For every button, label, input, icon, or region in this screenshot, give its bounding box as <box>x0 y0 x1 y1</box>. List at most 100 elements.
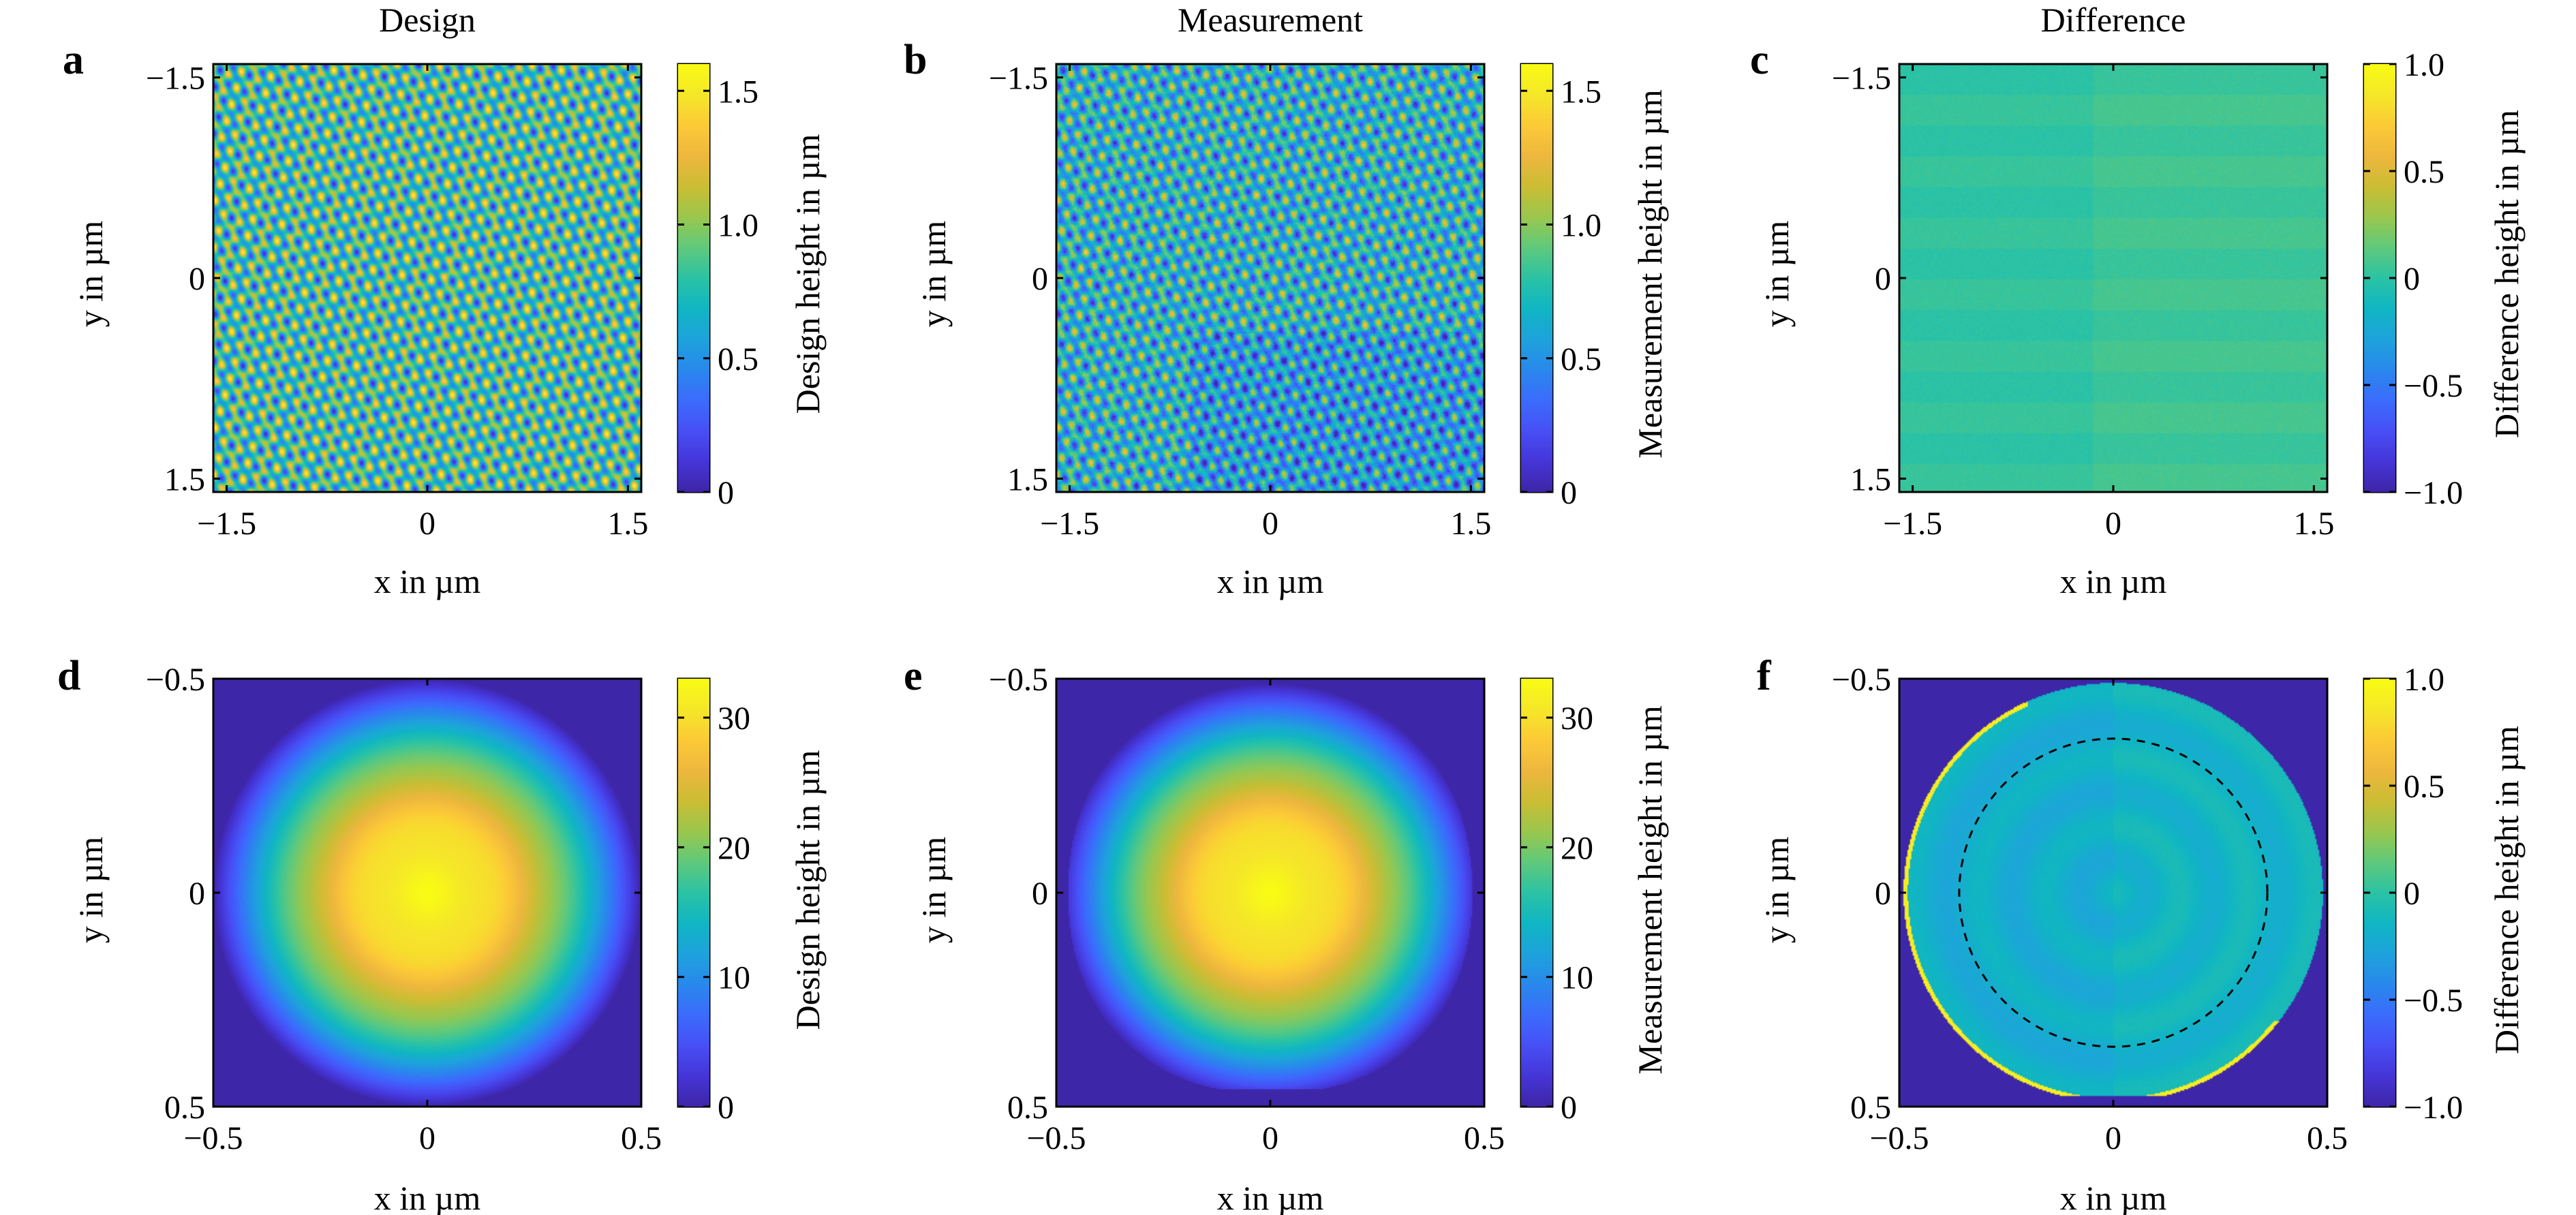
panel-a-xtick-label: 1.5 <box>607 506 648 542</box>
panel-e-xtick-label: 0 <box>1262 1120 1278 1156</box>
panel-f-heatmap <box>1899 679 2327 1107</box>
panel-d-ytick-label: 0 <box>189 876 205 912</box>
panel-c-xlabel: x in µm <box>2060 562 2167 600</box>
panel-b-heatmap <box>1056 64 1484 492</box>
panel-a-image <box>213 64 641 492</box>
panel-b-ylabel: y in µm <box>915 221 953 328</box>
panel-e-xtick-label: 0.5 <box>1464 1120 1505 1156</box>
panel-c-ctick-label: 0 <box>2404 261 2420 297</box>
panel-d-colorbar-label: Design height in µm <box>788 750 827 1030</box>
panel-a-colorbar-label: Design height in µm <box>788 134 827 414</box>
panel-e: e x in µm y in µm Measurement height in … <box>904 653 1669 1215</box>
panel-e-xlabel: x in µm <box>1217 1179 1324 1215</box>
panel-d-ytick-label: 0.5 <box>164 1090 205 1126</box>
panel-b: Measurement b x in µm y in µm Measuremen… <box>904 1 1669 600</box>
panel-c-heatmap <box>1899 64 2327 492</box>
panel-d-ctick-label: 30 <box>718 701 750 737</box>
panel-b-xtick-label: −1.5 <box>1040 506 1099 542</box>
panel-f-ytick-label: 0.5 <box>1850 1090 1891 1126</box>
panel-a-xtick-label: 0 <box>419 506 435 542</box>
panel-d-ctick-label: 10 <box>718 960 750 996</box>
panel-c-ytick-label: −1.5 <box>1832 61 1891 97</box>
panel-d-ytick-label: −0.5 <box>146 662 205 698</box>
panel-e-ctick-label: 10 <box>1561 960 1593 996</box>
panel-f-ylabel: y in µm <box>1758 837 1796 944</box>
panel-e-colorbar <box>1521 679 1552 1107</box>
panel-b-xtick-label: 0 <box>1262 506 1278 542</box>
panel-a-xlabel: x in µm <box>374 562 481 600</box>
panel-e-ctick-label: 30 <box>1561 701 1593 737</box>
panel-a-ytick-label: −1.5 <box>146 61 205 97</box>
panel-c-xtick-label: −1.5 <box>1883 506 1942 542</box>
panel-c-ctick-label: 0.5 <box>2404 154 2444 190</box>
panel-a-colorbar <box>678 64 709 492</box>
panel-b-ctick-label: 1.5 <box>1561 74 1601 110</box>
panel-d-ctick-label: 0 <box>718 1090 734 1126</box>
panel-b-xtick-label: 1.5 <box>1450 506 1491 542</box>
panel-c-ctick-label: −0.5 <box>2404 368 2463 404</box>
panel-c-xtick-label: 1.5 <box>2293 506 2334 542</box>
panel-f-ctick-label: −1.0 <box>2404 1090 2463 1126</box>
panel-d: d x in µm y in µm Design height in µm −0… <box>57 653 827 1215</box>
panel-f-xtick-label: 0.5 <box>2307 1120 2348 1156</box>
panel-f-ytick-label: −0.5 <box>1832 662 1891 698</box>
panel-e-ytick-label: 0 <box>1032 876 1048 912</box>
panel-b-ctick-label: 0.5 <box>1561 341 1601 378</box>
panel-d-xlabel: x in µm <box>374 1179 481 1215</box>
panel-f-ctick-label: 0 <box>2404 876 2420 912</box>
panel-d-ylabel: y in µm <box>72 837 110 944</box>
panel-b-xlabel: x in µm <box>1217 562 1324 600</box>
panel-c-title: Difference <box>2041 1 2186 39</box>
panel-a-ylabel: y in µm <box>72 221 110 328</box>
panel-d-xtick-label: −0.5 <box>183 1120 243 1156</box>
panel-d-xtick-label: 0 <box>419 1120 435 1156</box>
panel-a-ctick-label: 0 <box>718 475 734 511</box>
panel-f-xlabel: x in µm <box>2060 1179 2167 1215</box>
panel-c-ytick-label: 0 <box>1875 261 1891 297</box>
panel-b-colorbar <box>1521 64 1552 492</box>
panel-e-ctick-label: 0 <box>1561 1090 1577 1126</box>
panel-a-ctick-label: 1.5 <box>718 74 758 110</box>
panel-f-xtick-label: −0.5 <box>1869 1120 1929 1156</box>
panel-e-xtick-label: −0.5 <box>1026 1120 1086 1156</box>
panel-d-image <box>213 679 641 1107</box>
panel-f-ytick-label: 0 <box>1875 876 1891 912</box>
panel-a-xtick-label: −1.5 <box>197 506 256 542</box>
panel-d-heatmap <box>213 679 641 1107</box>
panel-c-colorbar-label: Difference height in µm <box>2487 110 2526 438</box>
panel-e-colorbar-label: Measurement height in µm <box>1631 705 1669 1074</box>
panel-c-ytick-label: 1.5 <box>1850 461 1891 497</box>
panel-e-heatmap <box>1056 679 1484 1107</box>
panel-a-letter: a <box>63 37 84 83</box>
panel-d-ctick-label: 20 <box>718 830 750 866</box>
panel-b-ytick-label: 1.5 <box>1007 461 1048 497</box>
panel-c: Difference c x in µm y in µm Difference … <box>1750 1 2526 600</box>
panel-c-xtick-label: 0 <box>2105 506 2121 542</box>
panel-f-image <box>1899 679 2327 1107</box>
panel-d-letter: d <box>57 653 80 699</box>
panel-a-ytick-label: 0 <box>189 261 205 297</box>
panel-f-ctick-label: 0.5 <box>2404 769 2444 805</box>
panel-b-title: Measurement <box>1178 1 1363 39</box>
panel-c-image <box>1899 64 2327 492</box>
panel-b-colorbar-label: Measurement height in µm <box>1631 89 1669 458</box>
panel-a: Design a x in µm y in µm Design height i… <box>63 1 827 600</box>
panel-f-dashed-circle <box>1958 737 2269 1048</box>
panel-c-letter: c <box>1750 37 1769 83</box>
panel-f-ctick-label: −0.5 <box>2404 983 2463 1019</box>
panel-b-ytick-label: 0 <box>1032 261 1048 297</box>
panel-c-ctick-label: −1.0 <box>2404 475 2463 511</box>
panel-e-letter: e <box>904 653 923 699</box>
panel-c-ylabel: y in µm <box>1758 221 1796 328</box>
panel-b-ytick-label: −1.5 <box>989 61 1048 97</box>
panel-f: f x in µm y in µm Difference height in µ… <box>1757 653 2526 1215</box>
panel-f-letter: f <box>1757 653 1772 699</box>
panel-b-ctick-label: 1.0 <box>1561 208 1601 244</box>
panel-e-ytick-label: 0.5 <box>1007 1090 1048 1126</box>
panel-f-ctick-label: 1.0 <box>2404 662 2444 698</box>
panel-b-ctick-label: 0 <box>1561 475 1577 511</box>
panel-e-ytick-label: −0.5 <box>989 662 1048 698</box>
panel-f-colorbar-label: Difference height in µm <box>2487 726 2526 1054</box>
panel-d-xtick-label: 0.5 <box>621 1120 662 1156</box>
